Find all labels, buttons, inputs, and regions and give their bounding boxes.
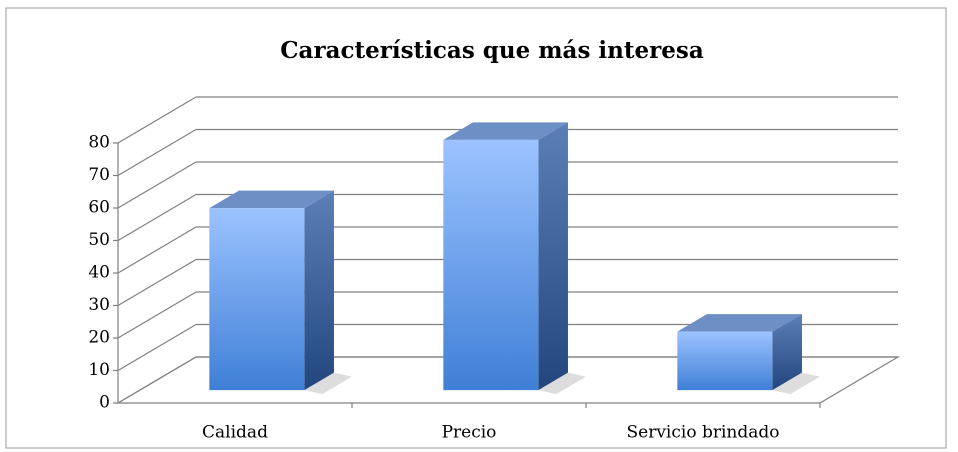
- grid-line: [117, 258, 197, 307]
- bar-shadow: [538, 372, 586, 395]
- bar-top: [677, 314, 802, 332]
- grid-line: [117, 356, 197, 404]
- y-tick-label: 50: [88, 230, 110, 250]
- y-tick-label: 80: [88, 133, 110, 153]
- bar: [443, 139, 539, 391]
- x-tick-label: Precio: [442, 423, 497, 443]
- y-tick-label: 30: [88, 295, 110, 315]
- y-tick-label: 10: [88, 360, 110, 380]
- y-tick-label: 40: [88, 263, 110, 283]
- y-tick-label: 0: [99, 393, 110, 413]
- bar-side: [772, 314, 802, 391]
- bar-side: [538, 122, 568, 391]
- bar-top: [209, 190, 334, 209]
- bar: [677, 331, 773, 391]
- bar-side: [304, 190, 334, 391]
- grid-line: [117, 193, 197, 242]
- bar-top: [443, 122, 568, 140]
- grid-line: [117, 128, 197, 177]
- grid-line: [117, 323, 197, 372]
- bar-shadow: [304, 372, 352, 395]
- x-tick-label: Servicio brindado: [627, 423, 780, 443]
- grid-line: [117, 161, 197, 209]
- grid-line: [117, 226, 197, 274]
- y-tick-label: 20: [88, 328, 110, 348]
- grid-line: [117, 291, 197, 339]
- bar: [209, 208, 305, 391]
- x-tick-label: Calidad: [202, 423, 268, 443]
- y-tick-label: 70: [88, 165, 110, 185]
- grid-line: [117, 96, 197, 144]
- chart-title: Características que más interesa: [280, 37, 704, 64]
- y-tick-label: 60: [88, 198, 110, 218]
- bar-shadow: [772, 372, 820, 395]
